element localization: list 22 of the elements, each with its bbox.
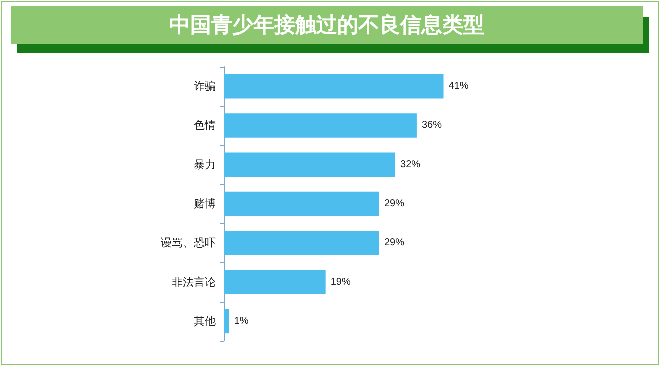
data-label: 19%	[330, 276, 351, 288]
y-tick-label: 其他	[194, 314, 216, 328]
bar	[224, 231, 380, 256]
data-label: 36%	[422, 120, 442, 132]
data-label: 29%	[384, 238, 405, 249]
bar	[224, 192, 380, 216]
chart-title: 中国青少年接触过的不良信息类型	[11, 6, 643, 44]
data-label: 32%	[400, 159, 421, 170]
data-label: 1%	[234, 316, 249, 327]
bar	[224, 152, 396, 177]
bar	[224, 74, 444, 99]
y-tick-label: 色情	[194, 119, 216, 132]
y-tick-label: 赌博	[194, 198, 216, 210]
bar	[224, 270, 326, 294]
data-label: 41%	[448, 81, 469, 92]
bar	[224, 309, 230, 334]
y-tick-label: 非法言论	[172, 276, 216, 289]
y-tick-label: 谩骂、恐吓	[161, 236, 216, 250]
data-label: 29%	[384, 198, 405, 210]
y-tick-label: 诈骗	[194, 80, 216, 94]
y-tick-label: 暴力	[194, 158, 216, 172]
bar	[224, 114, 417, 138]
